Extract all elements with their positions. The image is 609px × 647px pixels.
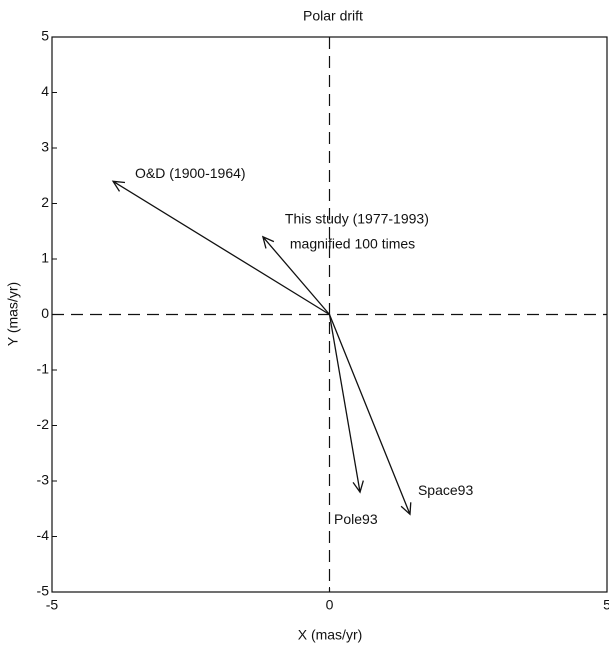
vector: [111, 180, 330, 316]
y-tick-label: 5: [41, 28, 49, 44]
annotation: magnified 100 times: [290, 236, 415, 252]
vector-arrow: [328, 314, 364, 494]
vector-label: Pole93: [334, 511, 378, 527]
x-tick-label: 0: [326, 597, 334, 613]
vector: [328, 314, 412, 516]
vector-label: This study (1977-1993): [285, 211, 429, 227]
vector: [261, 235, 330, 315]
vector-arrow: [328, 314, 412, 516]
y-tick-label: -1: [37, 361, 50, 377]
y-tick-label: -5: [37, 583, 50, 599]
chart-title: Polar drift: [303, 8, 363, 24]
y-tick-label: 4: [41, 83, 49, 99]
x-tick-label: -5: [46, 597, 59, 613]
y-tick-label: 1: [41, 250, 49, 266]
y-axis-label: Y (mas/yr): [5, 282, 21, 346]
x-axis-label: X (mas/yr): [298, 627, 363, 643]
y-tick-label: 0: [41, 305, 49, 321]
vector-label: Space93: [418, 482, 473, 498]
y-tick-label: 2: [41, 194, 49, 210]
y-tick-label: 3: [41, 139, 49, 155]
y-tick-label: -4: [37, 527, 50, 543]
vector: [328, 314, 364, 494]
vector-arrow: [261, 235, 330, 315]
x-tick-label: 5: [603, 597, 609, 613]
y-tick-label: -3: [37, 472, 50, 488]
vector-label: O&D (1900-1964): [135, 165, 246, 181]
vector-arrow: [111, 180, 330, 316]
y-tick-label: -2: [37, 416, 50, 432]
